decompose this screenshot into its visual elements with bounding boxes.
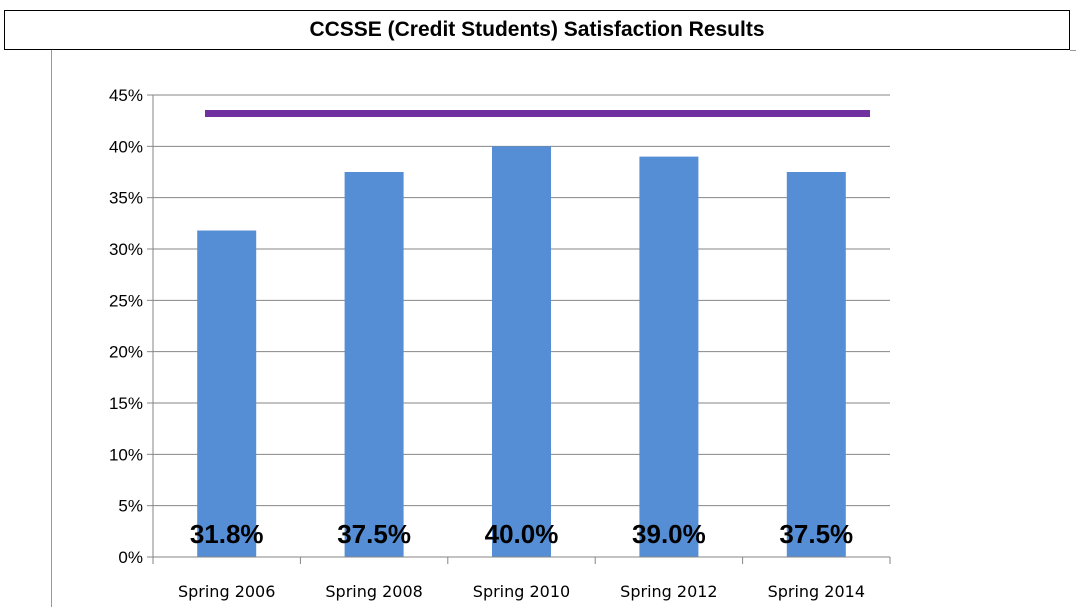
y-tick-label: 10% — [109, 445, 143, 464]
bars — [197, 146, 846, 558]
y-tick-label: 15% — [109, 394, 143, 413]
bar — [344, 172, 404, 557]
x-category-label: Spring 2012 — [620, 582, 717, 601]
y-tick-label: 45% — [109, 86, 143, 105]
data-label: 37.5% — [337, 519, 411, 549]
data-label: 31.8% — [190, 519, 264, 549]
x-category-label: Spring 2014 — [768, 582, 865, 601]
y-tick-label: 40% — [109, 137, 143, 156]
data-label: 37.5% — [779, 519, 853, 549]
y-tick-label: 0% — [118, 548, 143, 567]
chart-title: CCSSE (Credit Students) Satisfaction Res… — [309, 18, 765, 41]
x-category-label: Spring 2006 — [178, 582, 275, 601]
chart-title-box: CCSSE (Credit Students) Satisfaction Res… — [4, 10, 1070, 50]
y-tick-label: 20% — [109, 343, 143, 362]
bar — [786, 172, 846, 557]
data-label: 40.0% — [485, 519, 559, 549]
x-category-label: Spring 2008 — [325, 582, 422, 601]
y-tick-label: 5% — [118, 497, 143, 516]
bar — [492, 146, 551, 558]
axes — [147, 94, 891, 564]
x-category-label: Spring 2010 — [473, 582, 570, 601]
y-tick-label: 35% — [109, 189, 143, 208]
frame-line-top — [1070, 50, 1076, 51]
y-tick-label: 30% — [109, 240, 143, 259]
bar — [639, 156, 699, 557]
y-axis-ticks: 0% 5% 10% 15% 20% 25% 30% 35% 40% 45% — [109, 86, 143, 567]
data-labels: 31.8% 37.5% 40.0% 39.0% 37.5% — [190, 519, 853, 549]
bar — [197, 230, 257, 557]
data-label: 39.0% — [632, 519, 706, 549]
frame-line-left — [51, 50, 52, 607]
y-tick-label: 25% — [109, 291, 143, 310]
x-axis-categories: Spring 2006 Spring 2008 Spring 2010 Spring … — [178, 582, 865, 601]
